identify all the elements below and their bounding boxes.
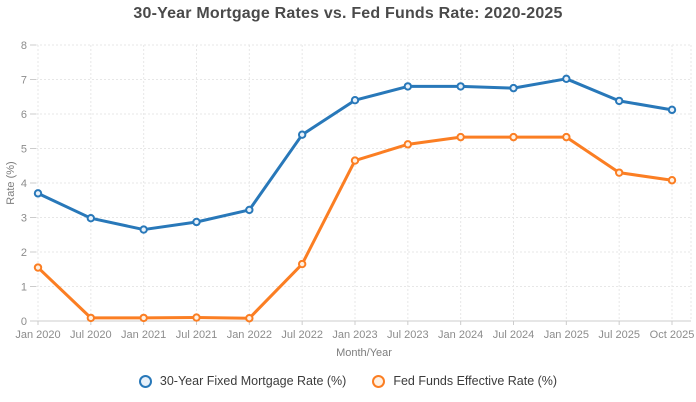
x-tick-label: Jul 2022 [281,329,323,341]
chart-title: 30-Year Mortgage Rates vs. Fed Funds Rat… [133,5,563,22]
data-point[interactable] [562,74,571,84]
data-point[interactable] [192,217,201,227]
data-point[interactable] [456,132,465,142]
data-point[interactable] [403,82,413,91]
x-tick-label: Jan 2020 [15,329,60,341]
data-point[interactable] [86,313,96,323]
data-point[interactable] [614,168,624,177]
y-tick-label: 4 [21,178,27,190]
x-tick-label: Jul 2024 [493,329,535,341]
legend: 30-Year Fixed Mortgage Rate (%) Fed Fund… [0,374,696,388]
data-point[interactable] [456,82,465,91]
y-tick-label: 3 [21,212,27,224]
legend-label: 30-Year Fixed Mortgage Rate (%) [159,374,347,388]
y-tick-label: 2 [21,247,27,259]
y-tick-label: 8 [21,40,27,52]
data-point[interactable] [139,313,148,323]
data-point[interactable] [192,313,201,322]
y-tick-label: 0 [21,316,27,328]
data-point[interactable] [509,83,518,93]
data-point[interactable] [33,263,43,272]
x-tick-label: Jan 2025 [544,329,589,341]
x-tick-label: Jul 2023 [387,329,429,341]
data-point[interactable] [297,259,307,269]
x-tick-label: Jan 2021 [121,329,166,341]
y-tick-label: 6 [21,109,27,121]
circle-marker-icon [138,374,152,388]
data-point[interactable] [667,176,677,185]
x-tick-label: Jan 2023 [332,329,377,341]
y-tick-label: 1 [21,281,27,293]
data-point[interactable] [350,96,360,105]
y-tick-label: 5 [21,143,27,155]
data-point[interactable] [33,189,43,198]
legend-item-fed-funds-rate[interactable]: Fed Funds Effective Rate (%) [372,374,557,388]
x-tick-label: Oct 2025 [650,329,695,341]
data-point[interactable] [245,205,254,215]
data-point[interactable] [297,130,307,139]
data-point[interactable] [509,132,518,142]
x-tick-label: Jul 2020 [70,329,112,341]
legend-item-mortgage-rate[interactable]: 30-Year Fixed Mortgage Rate (%) [138,374,347,388]
x-axis-title: Month/Year [336,347,392,359]
data-point[interactable] [350,156,360,165]
x-tick-label: Jan 2024 [438,329,483,341]
data-point[interactable] [245,314,254,323]
data-point[interactable] [139,225,148,234]
x-tick-label: Jul 2025 [598,329,640,341]
x-tick-label: Jan 2022 [227,329,272,341]
data-point[interactable] [562,132,571,142]
x-tick-label: Jul 2021 [176,329,218,341]
circle-marker-icon [372,374,386,388]
data-point[interactable] [86,213,96,223]
y-axis-title: Rate (%) [5,161,17,205]
data-point[interactable] [403,140,413,149]
data-point[interactable] [614,96,624,106]
data-point[interactable] [667,105,677,115]
y-tick-label: 7 [21,74,27,86]
legend-label: Fed Funds Effective Rate (%) [393,374,558,388]
